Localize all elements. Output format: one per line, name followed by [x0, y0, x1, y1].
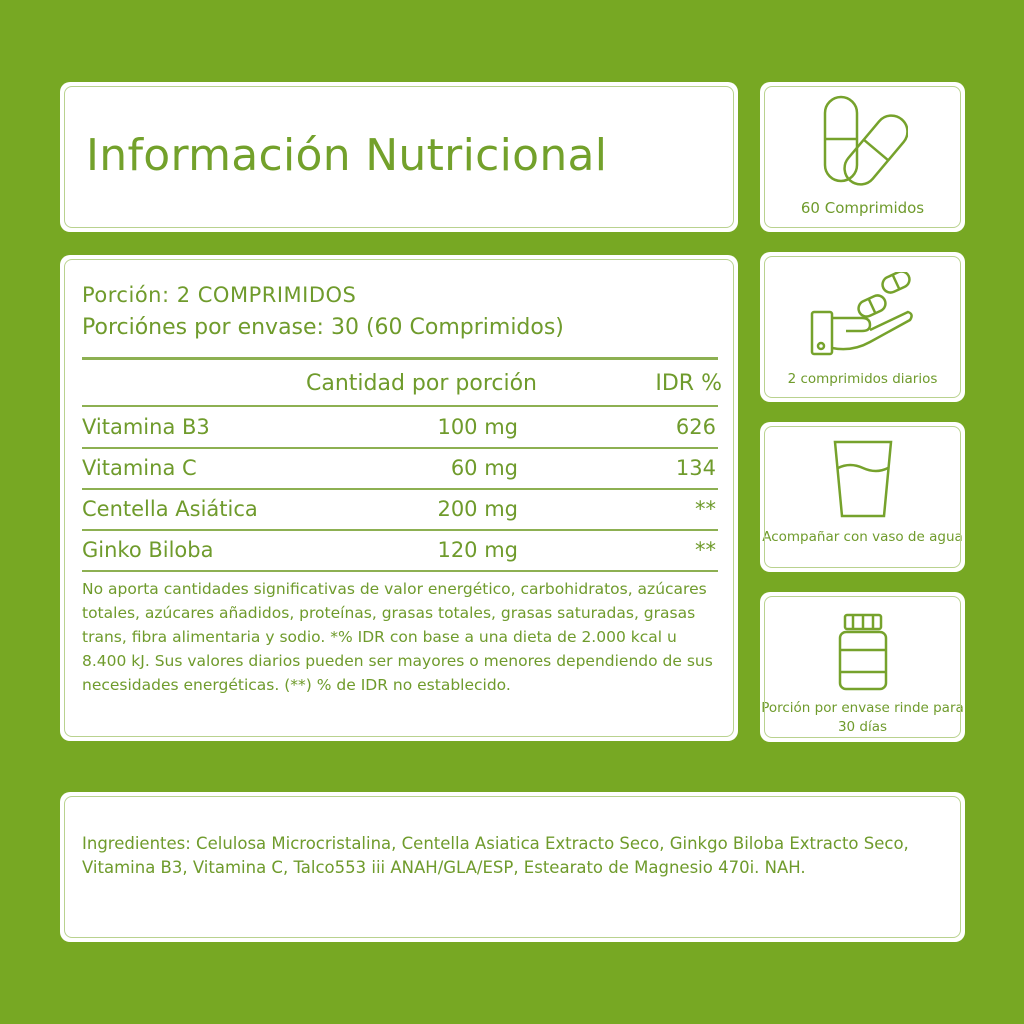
table-row: Centella Asiática 200 mg ** [82, 489, 718, 529]
divider [82, 570, 718, 572]
divider [82, 447, 718, 449]
info-card-capsules: 60 Comprimidos [760, 82, 965, 232]
divider [82, 405, 718, 407]
nutrition-table-card: Porción: 2 COMPRIMIDOS Porciónes por env… [60, 255, 738, 741]
table-row: Vitamina C 60 mg 134 [82, 448, 718, 488]
nutrient-name: Ginko Biloba [82, 538, 214, 562]
table-row: Vitamina B3 100 mg 626 [82, 407, 718, 447]
footnote: No aporta cantidades significativas de v… [82, 580, 713, 694]
info-label: Porción por envase rinde para 30 días [761, 700, 964, 735]
info-card-water: Acompañar con vaso de agua [760, 422, 965, 572]
info-card-dosage: 2 comprimidos diarios [760, 252, 965, 402]
page-title: Información Nutricional [86, 130, 608, 181]
bottle-icon [838, 613, 887, 691]
info-label: 60 Comprimidos [800, 199, 925, 217]
nutrient-name: Vitamina B3 [82, 415, 210, 439]
header-amount: Cantidad por porción [306, 371, 537, 396]
servings-per-container: Porciónes por envase: 30 (60 Comprimidos… [82, 315, 564, 340]
divider [82, 488, 718, 490]
nutrient-amount: 100 mg [437, 415, 518, 439]
nutrient-amount: 60 mg [450, 456, 518, 480]
nutrient-name: Centella Asiática [82, 497, 258, 521]
info-label: 2 comprimidos diarios [787, 371, 938, 387]
nutrient-amount: 200 mg [437, 497, 518, 521]
serving-size: Porción: 2 COMPRIMIDOS [82, 283, 357, 307]
divider [82, 357, 718, 360]
info-label: Acompañar con vaso de agua [762, 529, 963, 545]
ingredients-text: Ingredientes: Celulosa Microcristalina, … [82, 834, 909, 877]
nutrient-idr: 626 [675, 415, 716, 439]
title-card: Información Nutricional [60, 82, 738, 232]
hand-pills-icon [810, 272, 913, 356]
nutrient-idr: ** [695, 497, 716, 521]
nutrient-name: Vitamina C [82, 456, 197, 480]
divider [82, 529, 718, 531]
capsules-icon [823, 95, 908, 186]
nutrient-amount: 120 mg [437, 538, 518, 562]
header-idr: IDR % [655, 371, 722, 396]
water-glass-icon [833, 440, 892, 518]
table-row: Ginko Biloba 120 mg ** [82, 530, 718, 570]
info-card-bottle: Porción por envase rinde para 30 días [760, 592, 965, 742]
nutrient-idr: 134 [675, 456, 716, 480]
ingredients-card: Ingredientes: Celulosa Microcristalina, … [60, 792, 965, 942]
nutrient-idr: ** [695, 538, 716, 562]
